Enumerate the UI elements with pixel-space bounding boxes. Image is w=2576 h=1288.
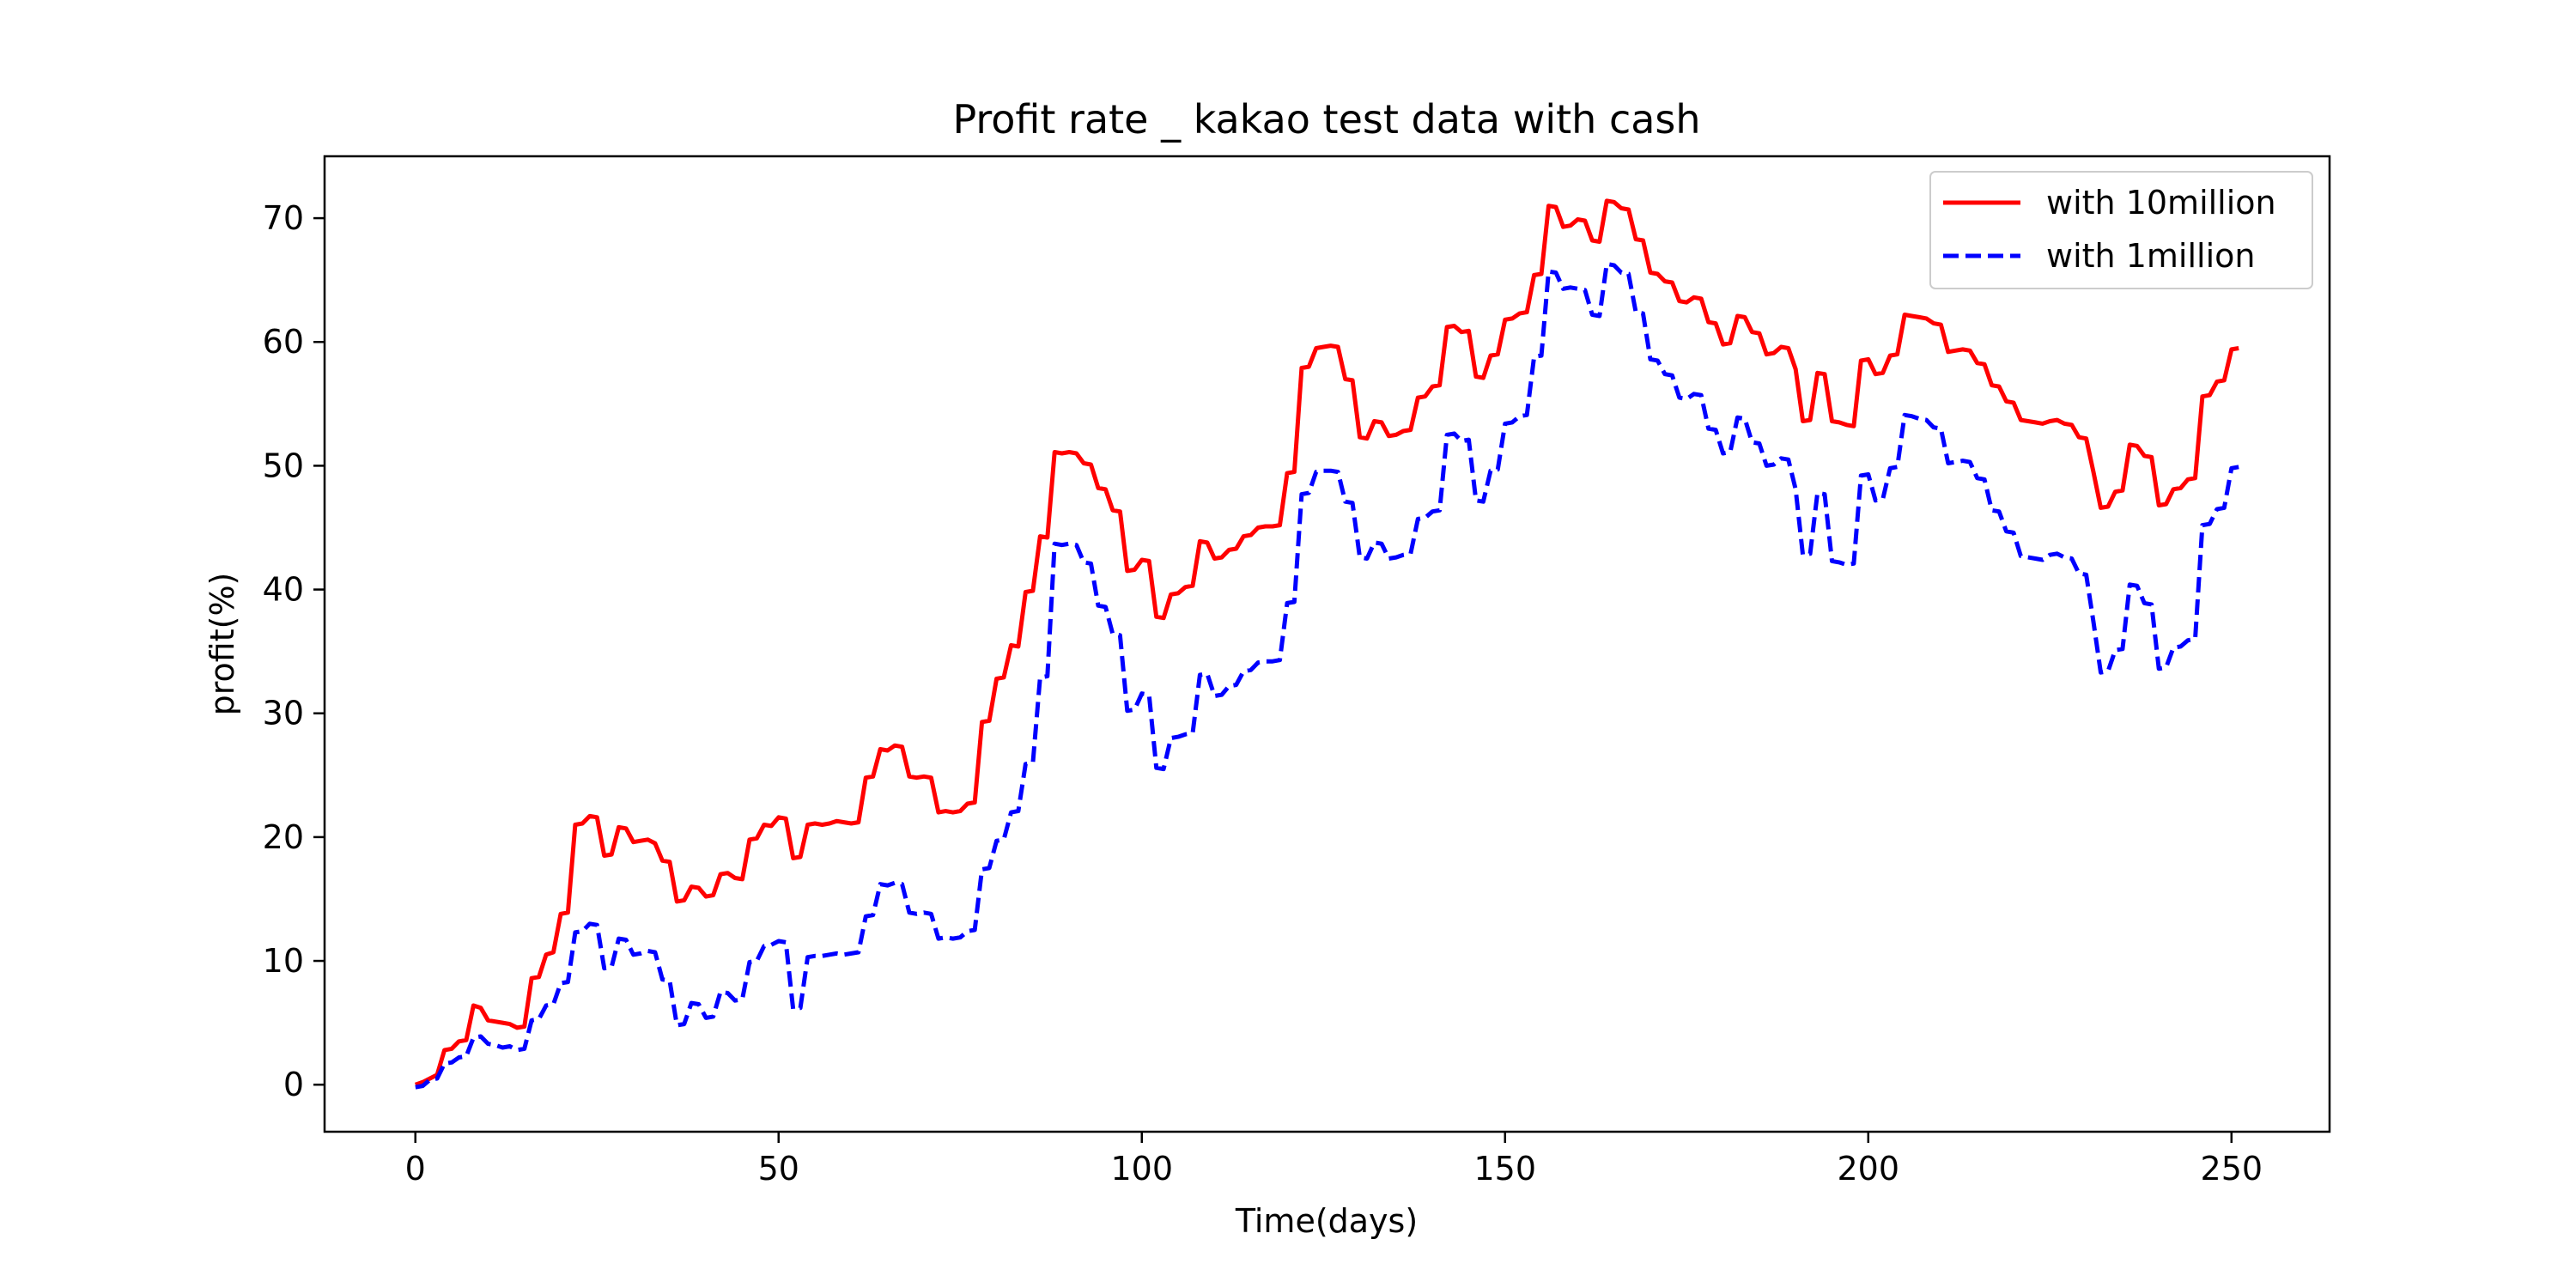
y-tick-label: 70 xyxy=(263,199,304,237)
x-tick-label: 0 xyxy=(405,1150,426,1188)
series-line-1million xyxy=(415,261,2239,1090)
chart-title: Profit rate _ kakao test data with cash xyxy=(952,96,1700,143)
y-tick-label: 30 xyxy=(263,695,304,732)
y-tick-label: 60 xyxy=(263,323,304,361)
x-tick-label: 250 xyxy=(2201,1150,2263,1188)
y-tick-label: 20 xyxy=(263,818,304,856)
x-tick-label: 50 xyxy=(758,1150,799,1188)
legend-box xyxy=(1929,171,2313,289)
y-tick-label: 50 xyxy=(263,447,304,484)
x-tick-label: 100 xyxy=(1111,1150,1174,1188)
axes-frame xyxy=(323,155,2331,1133)
y-tick-label: 10 xyxy=(263,942,304,980)
x-axis-ticks: 0 50 100 150 200 250 xyxy=(405,1132,2263,1188)
legend-label-1million: with 1million xyxy=(2046,237,2255,275)
series-layer xyxy=(414,198,2239,1090)
y-axis-ticks: 0 10 20 30 40 50 60 70 xyxy=(263,199,325,1103)
plot-area xyxy=(323,155,2331,1133)
legend: with 10million with 1million xyxy=(1929,171,2313,289)
x-axis-label: Time(days) xyxy=(1235,1202,1418,1240)
y-axis-label: profit(%) xyxy=(204,573,241,716)
y-tick-label: 0 xyxy=(283,1066,304,1103)
x-tick-label: 200 xyxy=(1838,1150,1900,1188)
y-tick-label: 40 xyxy=(263,571,304,609)
x-tick-label: 150 xyxy=(1474,1150,1537,1188)
series-line-10million xyxy=(414,198,2239,1087)
legend-label-10million: with 10million xyxy=(2046,184,2276,222)
